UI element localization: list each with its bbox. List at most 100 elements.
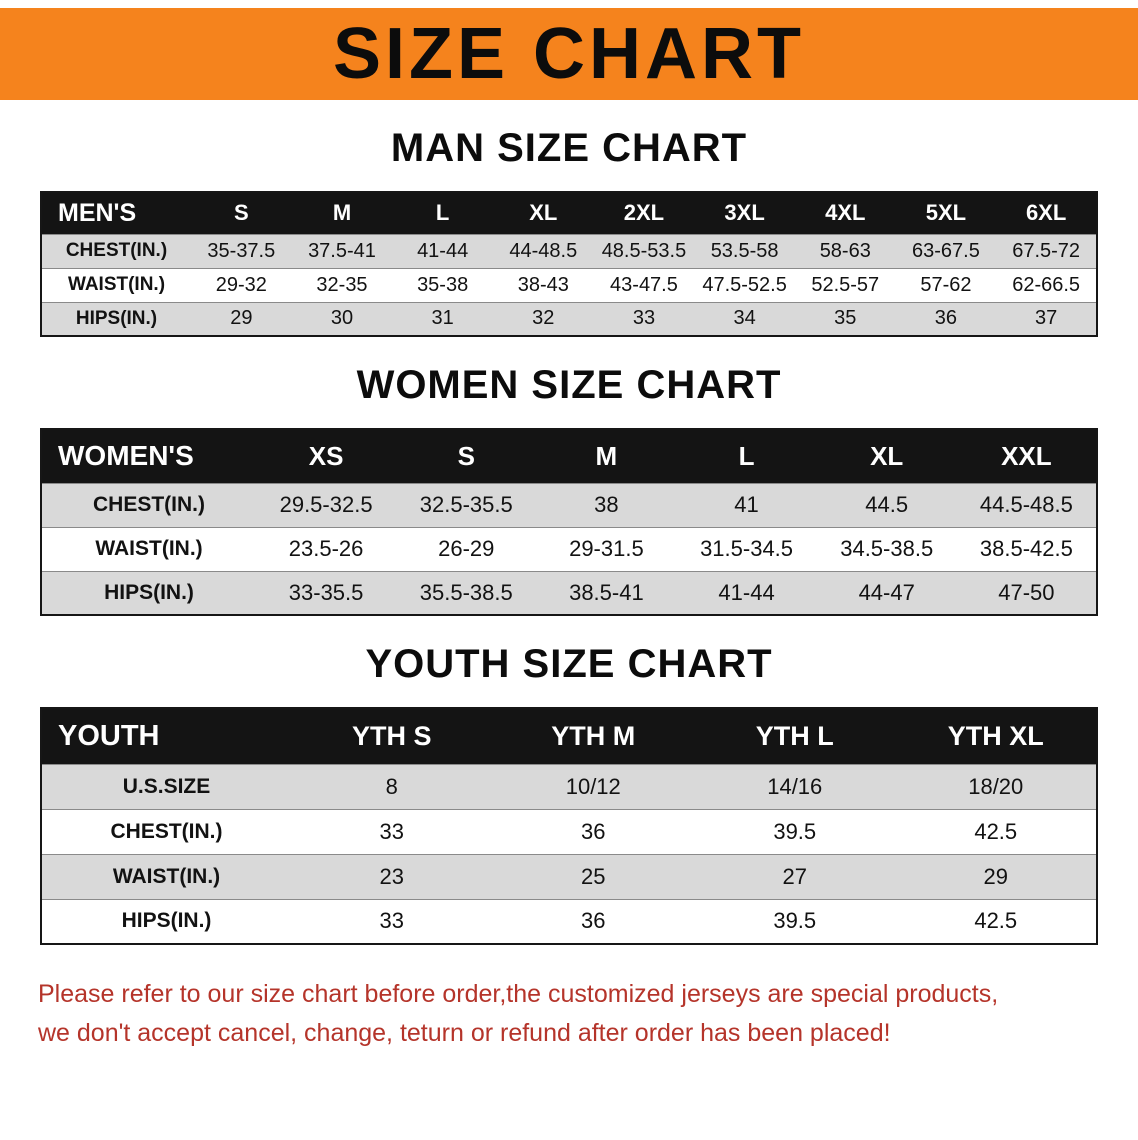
footer-disclaimer-line1: Please refer to our size chart before or… — [38, 980, 999, 1008]
size-value: 37 — [996, 301, 1097, 336]
table-category-header: YOUTH — [41, 708, 291, 764]
row-label: CHEST(IN.) — [41, 233, 191, 268]
size-value: 44.5-48.5 — [956, 482, 1097, 527]
men-size-table: MEN'S S M L XL 2XL 3XL 4XL 5XL 6XL CHEST(IN.) 35-37… — [40, 191, 1098, 337]
size-value: 43-47.5 — [593, 267, 695, 302]
row-label: WAIST(IN.) — [41, 267, 191, 302]
size-value: 35-38 — [392, 267, 493, 302]
size-column-header: M — [291, 192, 393, 234]
size-column-header: XXL — [956, 429, 1097, 483]
size-column-header: L — [676, 429, 817, 483]
men-size-table: MEN'S S M L XL 2XL 3XL 4XL 5XL 6XL CHEST(IN.) 35-37… — [40, 191, 1098, 337]
row-label: HIPS(IN.) — [41, 570, 256, 615]
table-row: HIPS(IN.) 29 30 31 32 33 34 35 36 37 — [41, 301, 1097, 336]
table-row: CHEST(IN.) 29.5-32.5 32.5-35.5 38 41 44.5 44.5… — [41, 482, 1097, 527]
size-value: 34.5-38.5 — [816, 526, 957, 571]
size-value: 67.5-72 — [996, 233, 1097, 268]
size-value: 25 — [492, 853, 694, 899]
size-value: 36 — [492, 898, 694, 944]
size-value: 42.5 — [895, 898, 1097, 944]
size-value: 38 — [536, 482, 677, 527]
size-value: 37.5-41 — [291, 233, 393, 268]
size-value: 32.5-35.5 — [396, 482, 537, 527]
row-label: WAIST(IN.) — [41, 853, 291, 899]
youth-size-section: YOUTH SIZE CHART YOUTH YTH S YTH M YTH L YTH… — [0, 642, 1138, 945]
size-column-header: 2XL — [593, 192, 695, 234]
size-value: 23 — [291, 853, 493, 899]
size-value: 35.5-38.5 — [396, 570, 537, 615]
size-chart-banner: SIZE CHART — [0, 8, 1138, 100]
size-value: 44.5 — [816, 482, 957, 527]
size-value: 31.5-34.5 — [676, 526, 817, 571]
size-value: 36 — [492, 808, 694, 854]
size-value: 39.5 — [694, 808, 896, 854]
size-column-header: 5XL — [895, 192, 997, 234]
size-column-header: S — [191, 192, 292, 234]
size-value: 58-63 — [794, 233, 896, 268]
size-value: 44-47 — [816, 570, 957, 615]
size-column-header: 4XL — [794, 192, 896, 234]
table-row: CHEST(IN.) 33 36 39.5 42.5 — [41, 808, 1097, 854]
row-label: HIPS(IN.) — [41, 898, 291, 944]
row-label: CHEST(IN.) — [41, 808, 291, 854]
row-label: HIPS(IN.) — [41, 301, 191, 336]
size-value: 41 — [676, 482, 817, 527]
table-header-row: YOUTH YTH S YTH M YTH L YTH XL — [41, 708, 1097, 764]
size-column-header: XL — [492, 192, 594, 234]
size-value: 47.5-52.5 — [694, 267, 795, 302]
size-value: 14/16 — [694, 763, 896, 809]
size-value: 29-32 — [191, 267, 292, 302]
size-value: 35 — [794, 301, 896, 336]
size-column-header: YTH L — [694, 708, 896, 764]
table-row: CHEST(IN.) 35-37.5 37.5-41 41-44 44-48.5 48.5… — [41, 233, 1097, 268]
size-value: 47-50 — [956, 570, 1097, 615]
row-label: U.S.SIZE — [41, 763, 291, 809]
row-label: CHEST(IN.) — [41, 482, 256, 527]
size-value: 30 — [291, 301, 393, 336]
footer-disclaimer: Please refer to our size chart before or… — [38, 975, 1100, 1053]
size-value: 29.5-32.5 — [256, 482, 397, 527]
table-row: HIPS(IN.) 33-35.5 35.5-38.5 38.5-41 41-44 44-… — [41, 570, 1097, 615]
size-column-header: YTH S — [291, 708, 493, 764]
size-value: 44-48.5 — [492, 233, 594, 268]
size-column-header: L — [392, 192, 493, 234]
size-value: 38-43 — [492, 267, 594, 302]
size-value: 62-66.5 — [996, 267, 1097, 302]
men-size-section: MAN SIZE CHART MEN'S S M L XL 2XL 3XL 4XL 5XL 6XL… — [0, 126, 1138, 337]
size-value: 32 — [492, 301, 594, 336]
size-value: 63-67.5 — [895, 233, 997, 268]
footer-disclaimer-line2: we don't accept cancel, change, teturn o… — [38, 1018, 891, 1047]
size-value: 48.5-53.5 — [593, 233, 695, 268]
size-value: 31 — [392, 301, 493, 336]
size-value: 10/12 — [492, 763, 694, 809]
size-value: 23.5-26 — [256, 526, 397, 571]
table-row: HIPS(IN.) 33 36 39.5 42.5 — [41, 898, 1097, 944]
table-row: WAIST(IN.) 23.5-26 26-29 29-31.5 31.5-34.5 34… — [41, 526, 1097, 571]
size-column-header: XL — [816, 429, 957, 483]
size-value: 18/20 — [895, 763, 1097, 809]
size-value: 29 — [191, 301, 292, 336]
youth-section-heading: YOUTH SIZE CHART — [365, 642, 773, 686]
size-value: 33 — [291, 808, 493, 854]
size-value: 38.5-42.5 — [956, 526, 1097, 571]
size-column-header: XS — [256, 429, 397, 483]
size-column-header: YTH M — [492, 708, 694, 764]
size-column-header: YTH XL — [895, 708, 1097, 764]
size-value: 26-29 — [396, 526, 537, 571]
size-value: 38.5-41 — [536, 570, 677, 615]
row-label: WAIST(IN.) — [41, 526, 256, 571]
youth-size-table: YOUTH YTH S YTH M YTH L YTH XL U.S.SIZE 8 10/12… — [40, 707, 1098, 945]
size-value: 29-31.5 — [536, 526, 677, 571]
size-value: 41-44 — [676, 570, 817, 615]
youth-size-table: YOUTH YTH S YTH M YTH L YTH XL U.S.SIZE 8 10/12… — [40, 707, 1098, 945]
size-value: 57-62 — [895, 267, 997, 302]
size-value: 29 — [895, 853, 1097, 899]
table-category-header: WOMEN'S — [41, 429, 256, 483]
size-column-header: 6XL — [996, 192, 1097, 234]
size-value: 52.5-57 — [794, 267, 896, 302]
table-row: U.S.SIZE 8 10/12 14/16 18/20 — [41, 763, 1097, 809]
women-size-table: WOMEN'S XS S M L XL XXL CHEST(IN.) 29.5-32.5 32.5… — [40, 428, 1098, 616]
size-value: 8 — [291, 763, 493, 809]
size-column-header: M — [536, 429, 677, 483]
table-header-row: MEN'S S M L XL 2XL 3XL 4XL 5XL 6XL — [41, 192, 1097, 234]
